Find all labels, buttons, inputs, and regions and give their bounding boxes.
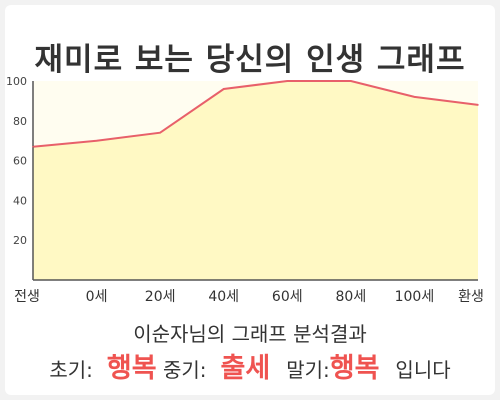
x-tick-label-2: 20세 <box>145 289 176 305</box>
x-tick-label-0: 전생 <box>14 289 40 305</box>
data-point-2 <box>159 131 161 134</box>
data-point-5 <box>350 80 352 82</box>
page-title: 재미로 보는 당신의 인생 그래프 <box>34 42 466 78</box>
analysis-summary: 이순자님의 그래프 분석결과 <box>133 322 367 346</box>
y-tick-label-60: 60 <box>13 155 27 168</box>
late-life-value: 행복 <box>329 353 380 384</box>
x-tick-label-1: 0세 <box>86 289 108 305</box>
mid-life-label: 중기: <box>162 358 207 382</box>
y-tick-label-80: 80 <box>13 115 27 128</box>
x-tick-label-5: 80세 <box>336 289 367 305</box>
x-tick-label-6: 100세 <box>395 289 435 305</box>
data-point-7 <box>477 104 479 106</box>
data-point-6 <box>413 96 416 98</box>
data-point-0 <box>32 145 34 148</box>
mid-life-value: 출세 <box>220 353 271 384</box>
y-tick-label-100: 100 <box>6 75 27 88</box>
x-tick-label-3: 40세 <box>208 289 239 305</box>
analysis-result: 초기: 행복 중기: 출세 말기:행복 입니다 <box>0 346 500 385</box>
x-tick-label-4: 60세 <box>272 289 303 305</box>
x-tick-labels: 전생 0세 20세 40세 60세 80세 100세 환생 <box>14 289 484 305</box>
result-suffix: 입니다 <box>395 358 451 382</box>
life-area <box>33 81 478 280</box>
early-life-value: 행복 <box>106 353 157 384</box>
data-points <box>32 80 479 148</box>
data-point-3 <box>222 88 225 90</box>
x-tick-label-7: 환생 <box>458 289 484 305</box>
late-life-label: 말기: <box>286 358 330 382</box>
y-tick-label-20: 20 <box>13 234 27 247</box>
y-tick-label-40: 40 <box>13 194 27 207</box>
y-tick-labels: 20 40 60 80 100 <box>6 75 27 247</box>
early-life-label: 초기: <box>49 358 93 382</box>
life-line <box>32 80 479 148</box>
data-point-1 <box>95 139 98 142</box>
data-point-4 <box>286 80 289 82</box>
